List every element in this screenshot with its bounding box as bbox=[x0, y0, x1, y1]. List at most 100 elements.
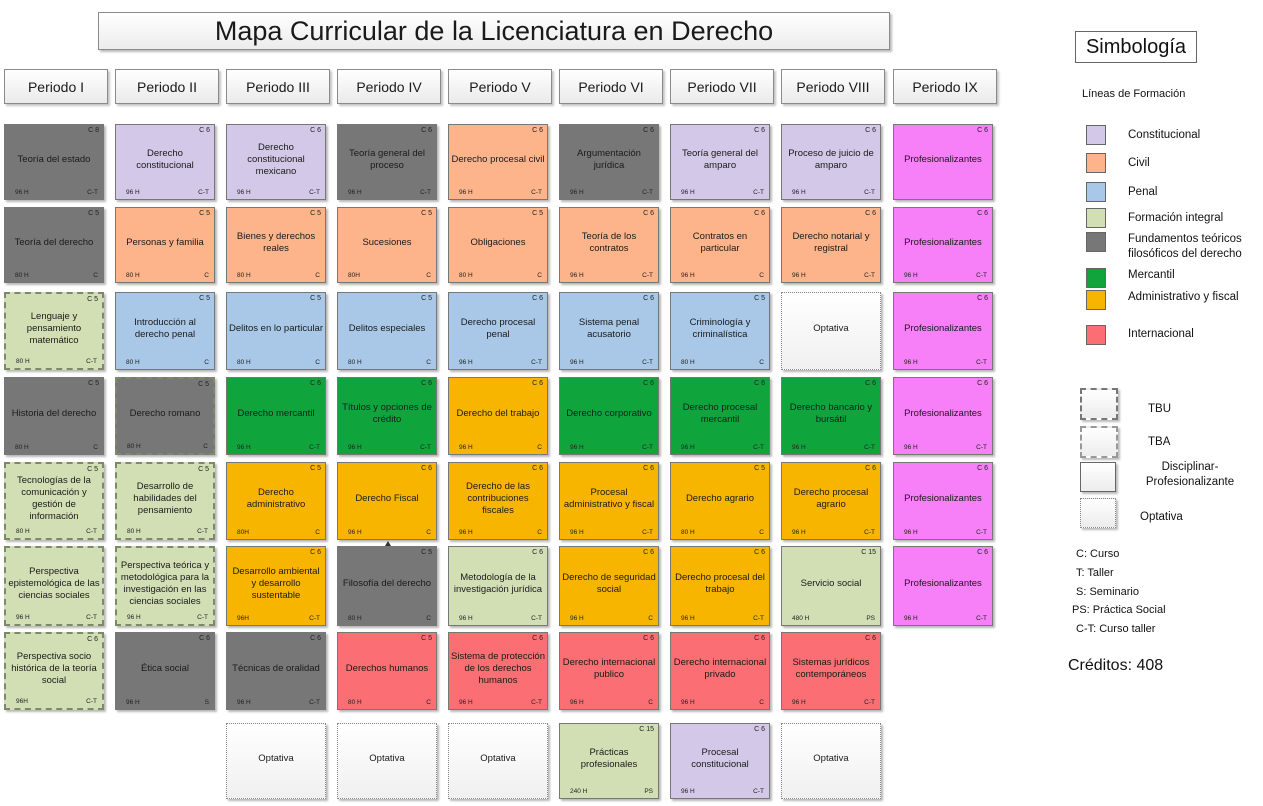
course-type: C bbox=[426, 272, 431, 279]
course-name: Teoría general del amparo bbox=[681, 148, 759, 171]
course-name: Derecho procesal agrario bbox=[793, 487, 869, 510]
course-type: C-T bbox=[864, 444, 875, 451]
legend-box-swatch bbox=[1080, 462, 1116, 492]
course-name: Derecho procesal civil bbox=[451, 154, 545, 165]
course-name: Metodología de la investigación jurídica bbox=[453, 572, 543, 595]
course-card: C 6 Derecho procesal penal 96 H C-T bbox=[448, 292, 548, 370]
course-type: C bbox=[759, 699, 764, 706]
course-hours: 96 H bbox=[348, 529, 362, 536]
course-type: C bbox=[426, 699, 431, 706]
course-hours: 96 H bbox=[681, 788, 695, 795]
course-credits: C 8 bbox=[88, 127, 99, 134]
course-hours: 96 H bbox=[237, 699, 251, 706]
course-card: C 6 Ética social 96 H S bbox=[115, 632, 215, 710]
course-name: Historia del derecho bbox=[11, 408, 97, 419]
course-credits: C 6 bbox=[532, 295, 543, 302]
course-card: C 5 Derechos humanos 80 H C bbox=[337, 632, 437, 710]
course-name: Servicio social bbox=[800, 578, 862, 589]
course-card: C 5 Derecho administrativo 80H C bbox=[226, 462, 326, 540]
marker-triangle bbox=[385, 541, 391, 546]
course-card: C 6 Argumentación jurídica 96 H C-T bbox=[559, 124, 659, 200]
course-card: C 6 Profesionalizantes 96 H C-T bbox=[893, 292, 993, 370]
course-hours: 80 H bbox=[459, 272, 473, 279]
course-type: C-T bbox=[86, 614, 97, 621]
course-credits: C 6 bbox=[532, 127, 543, 134]
course-credits: C 6 bbox=[532, 465, 543, 472]
course-hours: 96 H bbox=[792, 529, 806, 536]
course-name: Obligaciones bbox=[470, 237, 526, 248]
course-card: C 5 Obligaciones 80 H C bbox=[448, 207, 548, 283]
course-name: Derecho constitucional bbox=[136, 148, 194, 171]
course-hours: 80 H bbox=[127, 528, 141, 535]
course-hours: 96 H bbox=[904, 272, 918, 279]
course-name: Argumentación jurídica bbox=[577, 148, 641, 171]
course-name: Derecho corporativo bbox=[566, 408, 652, 419]
course-type: C-T bbox=[753, 444, 764, 451]
course-card: C 6 Derecho internacional publico 96 H C bbox=[559, 632, 659, 710]
course-card: C 6 Derecho bancario y bursátil 96 H C-T bbox=[781, 377, 881, 455]
legend-box-label: Disciplinar-Profesionalizante bbox=[1145, 461, 1235, 488]
course-name: Procesal administrativo y fiscal bbox=[563, 487, 655, 510]
course-card: C 5 Tecnologías de la comunicación y gest… bbox=[4, 462, 104, 540]
legend-label: Mercantil bbox=[1128, 269, 1175, 281]
course-type: C-T bbox=[753, 615, 764, 622]
course-name: Derecho procesal penal bbox=[460, 317, 536, 340]
legend-swatch bbox=[1086, 182, 1106, 202]
course-credits: C 5 bbox=[754, 295, 765, 302]
legend-label: Fundamentos teóricos filosóficos del der… bbox=[1128, 233, 1242, 260]
legend-swatch bbox=[1086, 290, 1106, 310]
period-header: Periodo VII bbox=[670, 69, 774, 104]
course-credits: C 5 bbox=[88, 380, 99, 387]
course-type: C bbox=[426, 529, 431, 536]
course-name: Derecho bancario y bursátil bbox=[789, 402, 873, 425]
course-name: Derecho procesal mercantil bbox=[682, 402, 758, 425]
course-type: C-T bbox=[86, 358, 97, 365]
course-name: Desarrollo ambiental y desarrollo susten… bbox=[232, 566, 320, 601]
course-type: C bbox=[537, 272, 542, 279]
course-hours: 240 H bbox=[570, 788, 588, 795]
course-card: C 6 Sistema penal acusatorio 96 H C-T bbox=[559, 292, 659, 370]
course-credits: C 6 bbox=[532, 549, 543, 556]
course-credits: C 6 bbox=[643, 465, 654, 472]
course-name: Tecnologías de la comunicación y gestión… bbox=[17, 475, 91, 522]
course-name: Derecho internacional privado bbox=[673, 657, 767, 680]
course-hours: 96H bbox=[237, 615, 249, 622]
course-name: Ética social bbox=[140, 663, 190, 674]
course-name: Prácticas profesionales bbox=[580, 747, 638, 770]
course-name: Optativa bbox=[813, 323, 849, 334]
course-name: Sistemas jurídicos contemporáneos bbox=[792, 657, 870, 680]
course-card: C 6 Derecho mercantil 96 H C-T bbox=[226, 377, 326, 455]
course-card: C 6 Derecho procesal mercantil 96 H C-T bbox=[670, 377, 770, 455]
course-credits: C 5 bbox=[87, 466, 98, 473]
course-type: S bbox=[204, 699, 209, 706]
course-type: C bbox=[315, 529, 320, 536]
course-type: C-T bbox=[531, 615, 542, 622]
course-name: Profesionalizantes bbox=[904, 237, 982, 248]
course-credits: C 6 bbox=[310, 380, 321, 387]
legend-abbreviation: S: Seminario bbox=[1076, 586, 1139, 598]
course-credits: C 6 bbox=[310, 549, 321, 556]
legend-box-swatch bbox=[1080, 498, 1116, 528]
course-name: Derecho notarial y registral bbox=[792, 231, 870, 254]
course-card: C 6 Derecho Fiscal 96 H C bbox=[337, 462, 437, 540]
course-type: C-T bbox=[976, 359, 987, 366]
course-type: C-T bbox=[864, 529, 875, 536]
course-type: C bbox=[759, 359, 764, 366]
course-hours: 80 H bbox=[15, 444, 29, 451]
course-card: C 6 Derecho del trabajo 96 H C bbox=[448, 377, 548, 455]
course-type: C-T bbox=[642, 444, 653, 451]
course-hours: 80 H bbox=[348, 699, 362, 706]
legend-label: Civil bbox=[1128, 157, 1150, 169]
course-card: C 6 Derecho de seguridad social 96 H C bbox=[559, 546, 659, 626]
course-card: C 6 Técnicas de oralidad 96 H C-T bbox=[226, 632, 326, 710]
legend-label: Formación integral bbox=[1128, 212, 1224, 224]
course-type: PS bbox=[644, 788, 653, 795]
course-type: C bbox=[537, 529, 542, 536]
course-card: Optativa bbox=[781, 292, 881, 370]
legend-label: Penal bbox=[1128, 186, 1158, 198]
course-type: C bbox=[426, 615, 431, 622]
course-card: C 6 Derecho constitucional 96 H C-T bbox=[115, 124, 215, 200]
course-credits: C 5 bbox=[199, 295, 210, 302]
course-hours: 96 H bbox=[681, 444, 695, 451]
period-header: Periodo II bbox=[115, 69, 219, 104]
